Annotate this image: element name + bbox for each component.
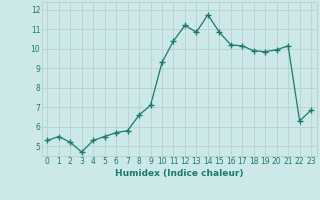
X-axis label: Humidex (Indice chaleur): Humidex (Indice chaleur)	[115, 169, 244, 178]
